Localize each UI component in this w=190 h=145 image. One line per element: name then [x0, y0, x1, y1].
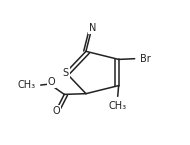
Text: S: S	[63, 68, 69, 77]
Text: CH₃: CH₃	[18, 80, 36, 90]
Text: O: O	[53, 106, 61, 116]
Text: N: N	[89, 23, 96, 33]
Text: O: O	[48, 77, 55, 87]
Text: CH₃: CH₃	[109, 101, 127, 111]
Text: Br: Br	[140, 54, 151, 64]
